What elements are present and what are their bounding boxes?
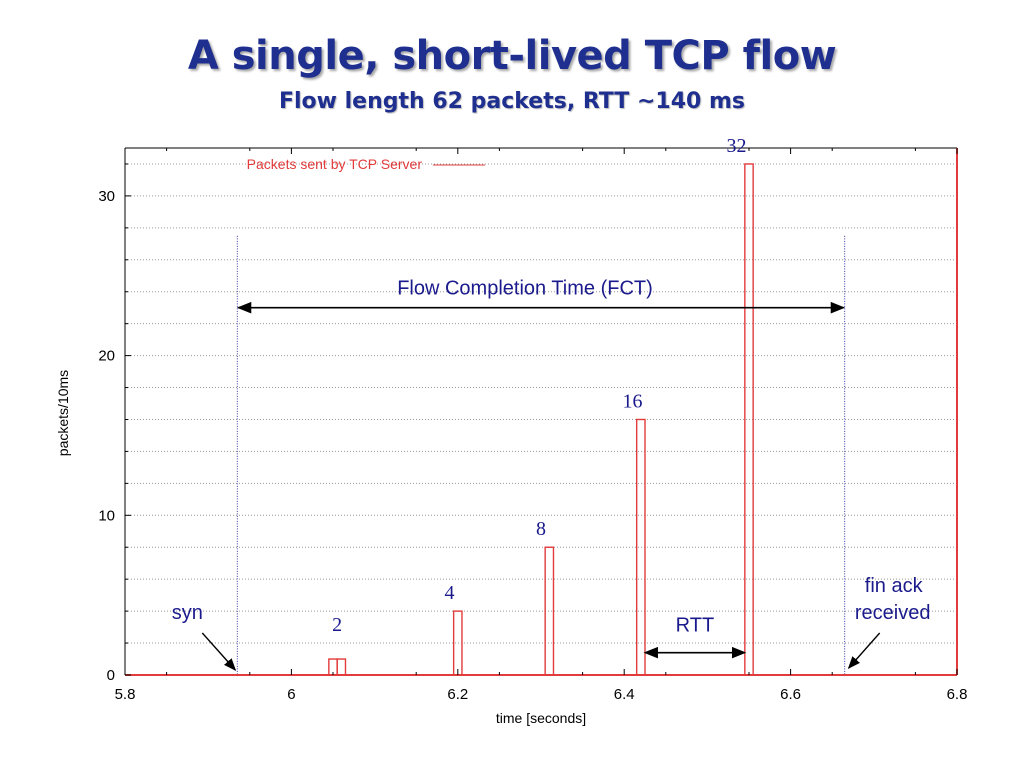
syn-label: syn	[172, 602, 203, 624]
bar	[544, 546, 555, 676]
x-tick-label: 5.8	[115, 686, 136, 703]
syn-pointer-arrow	[201, 632, 237, 671]
bar-value-label: 8	[536, 518, 546, 540]
bar-value-label: 2	[332, 614, 342, 636]
bar	[336, 658, 347, 676]
fct-label: Flow Completion Time (FCT)	[397, 278, 653, 300]
x-tick-label: 6	[287, 686, 295, 703]
bar-value-label: 4	[444, 582, 454, 604]
bar	[452, 610, 463, 676]
x-tick-label: 6.2	[447, 686, 468, 703]
slide-subtitle: Flow length 62 packets, RTT ~140 ms	[278, 89, 746, 114]
annotation-layer: 2 4 8 16 32 Flow Completion Time (FCT) RTT syn f…	[172, 135, 931, 671]
y-tick-label: 30	[98, 188, 115, 205]
bar-value-label: 16	[623, 390, 643, 412]
y-tick-label: 10	[98, 507, 115, 524]
y-axis-title: packets/10ms	[55, 370, 71, 456]
x-tick-label: 6.4	[614, 686, 635, 703]
fin-pointer-arrow	[847, 632, 881, 669]
axis-layer: 0 10 20 30 5.8 6 6.2 6.4 6.6 6.8	[98, 147, 968, 703]
grid-layer	[125, 163, 957, 644]
legend-label: Packets sent by TCP Server	[247, 156, 423, 172]
bar-value-label: 32	[727, 135, 747, 157]
y-tick-label: 20	[98, 348, 115, 365]
legend-layer: Packets sent by TCP Server	[247, 156, 485, 172]
received-label: received	[855, 602, 931, 624]
rtt-label: RTT	[676, 615, 715, 637]
bar	[635, 418, 646, 676]
x-axis-title: time [seconds]	[496, 710, 586, 726]
slide-title: A single, short-lived TCP flow	[187, 33, 837, 79]
x-tick-label: 6.6	[780, 686, 801, 703]
x-tick-label: 6.8	[947, 686, 968, 703]
y-tick-label: 0	[107, 667, 115, 684]
fin-ack-label: fin ack	[865, 575, 924, 597]
